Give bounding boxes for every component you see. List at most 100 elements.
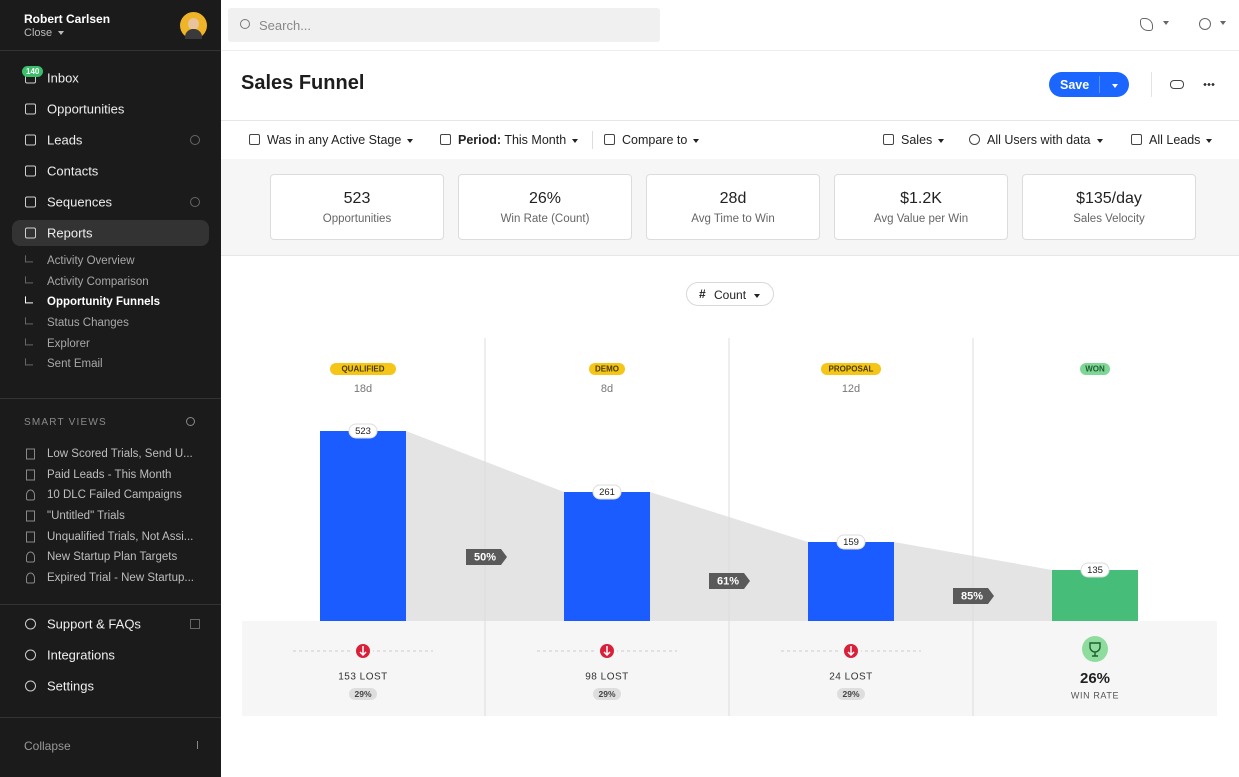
smart-view[interactable]: Expired Trial - New Startup...	[47, 572, 194, 584]
nav-item[interactable]: Opportunities	[47, 101, 125, 117]
caret-wrap	[748, 294, 760, 298]
avatar[interactable]	[180, 12, 207, 39]
sub-item[interactable]: Activity Comparison	[47, 276, 149, 288]
sub-item[interactable]: Explorer	[47, 338, 90, 350]
phone-caret	[1157, 21, 1169, 25]
nav-item[interactable]: Contacts	[47, 163, 99, 179]
view-icon	[26, 572, 35, 584]
caret	[1163, 21, 1169, 25]
nav-item[interactable]: Inbox	[47, 70, 79, 86]
save-label: Save	[1060, 78, 1090, 92]
divider	[0, 50, 221, 51]
filter-bar: Was in any Active Stage Period: This Mon…	[221, 120, 1239, 160]
search-box[interactable]: Search...	[228, 8, 660, 42]
count-pill	[592, 484, 622, 500]
avatar-body	[185, 29, 202, 39]
nav-item[interactable]: Reports	[47, 225, 93, 241]
conversion-tag	[709, 573, 750, 589]
sub-arrow	[25, 276, 33, 284]
metric-label: Win Rate (Count)	[500, 213, 590, 225]
caret	[1220, 21, 1226, 25]
collapse-button[interactable]: Collapse	[24, 739, 71, 753]
stage-time: 18d	[354, 383, 372, 395]
stage-name: QUALIFIED	[341, 365, 384, 374]
sub-item[interactable]: Sent Email	[47, 358, 103, 370]
stage-pill	[821, 363, 881, 375]
lost-pct-pill	[837, 688, 865, 700]
period-filter[interactable]: Period: This Month	[440, 133, 579, 147]
stage-filter-label: Was in any Active Stage	[267, 133, 402, 147]
conversion-tag	[953, 588, 994, 604]
save-button[interactable]: Save	[1049, 72, 1129, 97]
sub-arrow	[25, 338, 33, 346]
more-button[interactable]	[1203, 83, 1215, 86]
metric-card: 523 Opportunities	[270, 174, 444, 240]
page-title: Sales Funnel	[241, 72, 365, 94]
pipeline-filter[interactable]: Sales	[883, 133, 945, 147]
smart-view[interactable]: Low Scored Trials, Send U...	[47, 448, 193, 460]
stage-time: 12d	[842, 383, 860, 395]
calendar-icon	[440, 134, 451, 145]
nav-item[interactable]: Settings	[47, 678, 94, 694]
lost-pct: 29%	[598, 689, 615, 699]
sub-item[interactable]: Activity Overview	[47, 255, 135, 267]
count-pill	[348, 423, 378, 439]
sub-item[interactable]: Opportunity Funnels	[47, 296, 161, 308]
lost-pct: 29%	[842, 689, 859, 699]
search-icon[interactable]	[186, 417, 195, 426]
caret	[1206, 138, 1213, 143]
lost-count: 153 LOST	[338, 672, 388, 683]
lost-pct-pill	[593, 688, 621, 700]
user-icon	[969, 134, 980, 145]
org-switcher[interactable]: Close	[24, 27, 65, 39]
sub-arrow	[25, 296, 33, 304]
nav-item[interactable]: Support & FAQs	[47, 616, 141, 632]
compare-filter[interactable]: Compare to	[604, 133, 700, 147]
user-name: Robert Carlsen	[24, 12, 111, 26]
help-button[interactable]	[1199, 18, 1211, 30]
caret	[407, 138, 414, 143]
count-label: 159	[843, 537, 859, 548]
nav-icon	[25, 196, 36, 208]
nav-item[interactable]: Sequences	[47, 194, 113, 210]
smart-view[interactable]: New Startup Plan Targets	[47, 551, 178, 563]
add-icon[interactable]	[190, 135, 200, 145]
sub-item[interactable]: Status Changes	[47, 317, 129, 329]
caret	[1112, 84, 1118, 88]
nav-icon	[25, 649, 36, 661]
stage-filter[interactable]: Was in any Active Stage	[249, 133, 414, 147]
users-label: All Users with data	[987, 133, 1091, 147]
smart-view[interactable]: "Untitled" Trials	[47, 510, 125, 522]
metric-value: 523	[343, 190, 371, 207]
lost-arrow	[359, 646, 367, 657]
metric-label: Avg Value per Win	[873, 213, 969, 225]
conversion-rate: 50%	[474, 551, 496, 563]
win-rate: 26%	[1080, 670, 1110, 687]
count-toggle[interactable]: # Count	[686, 282, 774, 306]
smart-view[interactable]: 10 DLC Failed Campaigns	[47, 489, 182, 501]
nav-item[interactable]: Integrations	[47, 647, 115, 663]
lost-pct: 29%	[354, 689, 371, 699]
divider	[0, 604, 221, 605]
lost-pct-pill	[349, 688, 377, 700]
lost-count: 98 LOST	[585, 672, 629, 683]
leads-filter[interactable]: All Leads	[1131, 133, 1213, 147]
metric-label: Avg Time to Win	[691, 213, 775, 225]
pipeline-label: Sales	[901, 133, 933, 147]
phone-button[interactable]	[1140, 18, 1153, 31]
smart-view[interactable]: Unqualified Trials, Not Assi...	[47, 531, 194, 543]
help-caret	[1214, 21, 1226, 25]
metric-card: $135/day Sales Velocity	[1022, 174, 1196, 240]
users-filter[interactable]: All Users with data	[969, 133, 1103, 147]
lost-count: 24 LOST	[829, 672, 873, 683]
metric-card: 28d Avg Time to Win	[646, 174, 820, 240]
smart-view[interactable]: Paid Leads - This Month	[47, 469, 172, 481]
link-button[interactable]	[1170, 80, 1184, 89]
divider	[0, 398, 221, 399]
lost-arrow	[847, 646, 855, 657]
add-icon[interactable]	[190, 197, 200, 207]
metric-label: Opportunities	[322, 213, 392, 225]
nav-item[interactable]: Leads	[47, 132, 83, 148]
stage-pill	[1080, 363, 1110, 375]
